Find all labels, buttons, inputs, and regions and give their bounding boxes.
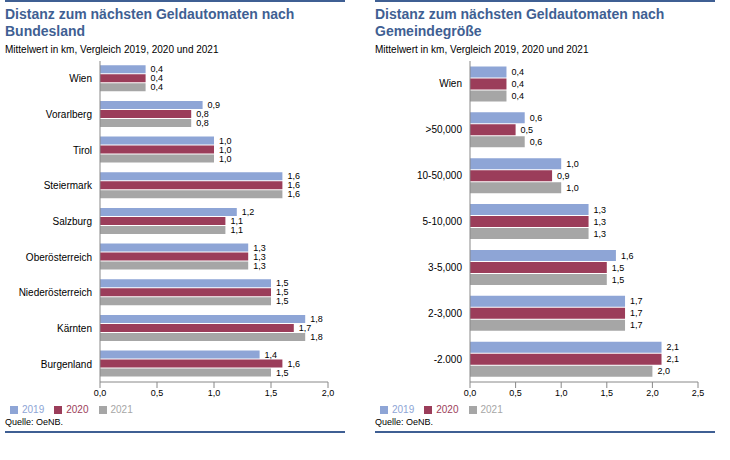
svg-text:Kärnten: Kärnten bbox=[57, 323, 92, 334]
svg-text:0,9: 0,9 bbox=[208, 100, 221, 110]
svg-text:1,0: 1,0 bbox=[555, 388, 568, 398]
html-text:2021: 2021 bbox=[110, 404, 133, 415]
svg-text:1,1: 1,1 bbox=[230, 216, 243, 227]
svg-text:10-50,000: 10-50,000 bbox=[417, 170, 462, 181]
svg-text:2,0: 2,0 bbox=[657, 366, 670, 376]
svg-text:Oberösterreich: Oberösterreich bbox=[26, 252, 92, 263]
svg-text:1,4: 1,4 bbox=[265, 350, 278, 360]
html-text:2020: 2020 bbox=[436, 404, 459, 415]
svg-text:5-10,000: 5-10,000 bbox=[423, 216, 463, 227]
svg-text:1,8: 1,8 bbox=[310, 314, 323, 324]
html-text:Distanz zum nächsten Geldautom: Distanz zum nächsten Geldautomaten nach … bbox=[375, 6, 665, 39]
html-text:2020: 2020 bbox=[66, 404, 89, 415]
svg-text:Niederösterreich: Niederösterreich bbox=[19, 287, 92, 298]
svg-text:0,8: 0,8 bbox=[196, 118, 209, 128]
svg-text:1,0: 1,0 bbox=[566, 159, 579, 169]
svg-text:1,7: 1,7 bbox=[630, 296, 643, 306]
svg-text:0,5: 0,5 bbox=[151, 388, 164, 398]
svg-text:0,5: 0,5 bbox=[521, 125, 534, 135]
html-text:Quelle: OeNB.: Quelle: OeNB. bbox=[5, 417, 63, 427]
svg-text:3-5,000: 3-5,000 bbox=[428, 262, 462, 273]
svg-text:2-3,000: 2-3,000 bbox=[428, 308, 462, 319]
svg-text:1,6: 1,6 bbox=[287, 180, 300, 191]
svg-text:1,8: 1,8 bbox=[310, 332, 323, 342]
svg-text:>50,000: >50,000 bbox=[426, 124, 463, 135]
svg-text:Steiermark: Steiermark bbox=[44, 180, 93, 191]
svg-text:1,5: 1,5 bbox=[276, 287, 289, 298]
svg-text:1,5: 1,5 bbox=[276, 296, 289, 306]
svg-text:0,8: 0,8 bbox=[196, 109, 209, 120]
svg-text:Wien: Wien bbox=[69, 73, 92, 84]
svg-text:1,3: 1,3 bbox=[253, 251, 266, 262]
svg-text:1,6: 1,6 bbox=[287, 189, 300, 199]
svg-text:1,0: 1,0 bbox=[566, 183, 579, 193]
svg-text:1,0: 1,0 bbox=[219, 144, 232, 155]
svg-text:0,4: 0,4 bbox=[511, 91, 524, 101]
svg-text:1,7: 1,7 bbox=[630, 308, 643, 318]
html-text:Distanz zum nächsten Geldautom: Distanz zum nächsten Geldautomaten nach … bbox=[5, 6, 295, 39]
svg-text:2,1: 2,1 bbox=[667, 342, 680, 352]
svg-text:2,1: 2,1 bbox=[667, 354, 680, 364]
svg-text:Burgenland: Burgenland bbox=[41, 359, 92, 370]
svg-text:1,1: 1,1 bbox=[230, 225, 243, 235]
svg-text:0,4: 0,4 bbox=[150, 64, 164, 75]
svg-text:1,0: 1,0 bbox=[208, 388, 221, 398]
svg-text:2,0: 2,0 bbox=[322, 388, 335, 398]
html-text:Quelle: OeNB.: Quelle: OeNB. bbox=[375, 417, 433, 427]
svg-text:Wien: Wien bbox=[439, 78, 462, 89]
svg-text:Vorarlberg: Vorarlberg bbox=[46, 109, 92, 120]
svg-text:1,5: 1,5 bbox=[612, 263, 625, 273]
svg-text:0,9: 0,9 bbox=[557, 171, 570, 181]
svg-text:1,2: 1,2 bbox=[242, 207, 255, 217]
svg-text:0,5: 0,5 bbox=[509, 388, 522, 398]
svg-text:0,6: 0,6 bbox=[530, 113, 543, 123]
svg-text:1,0: 1,0 bbox=[219, 154, 232, 164]
html-text:2019: 2019 bbox=[22, 404, 45, 415]
svg-text:1,3: 1,3 bbox=[594, 205, 607, 215]
svg-text:1,6: 1,6 bbox=[621, 251, 634, 261]
svg-text:0,4: 0,4 bbox=[511, 79, 524, 89]
svg-text:1,3: 1,3 bbox=[594, 229, 607, 239]
svg-text:1,5: 1,5 bbox=[612, 275, 625, 285]
svg-text:1,6: 1,6 bbox=[287, 171, 300, 182]
svg-text:1,3: 1,3 bbox=[253, 242, 266, 253]
svg-text:0,0: 0,0 bbox=[464, 388, 477, 398]
svg-text:2,5: 2,5 bbox=[692, 388, 705, 398]
svg-text:1,3: 1,3 bbox=[594, 217, 607, 227]
svg-text:0,4: 0,4 bbox=[511, 67, 524, 77]
html-text:2019: 2019 bbox=[392, 404, 415, 415]
svg-text:0,4: 0,4 bbox=[151, 82, 164, 92]
svg-text:0,6: 0,6 bbox=[530, 137, 543, 147]
svg-text:1,5: 1,5 bbox=[601, 388, 614, 398]
svg-text:-2.000: -2.000 bbox=[434, 354, 463, 365]
svg-text:0,0: 0,0 bbox=[94, 388, 107, 398]
html-text:Mittelwert in km, Vergleich 20: Mittelwert in km, Vergleich 2019, 2020 u… bbox=[375, 44, 589, 55]
svg-text:1,3: 1,3 bbox=[253, 261, 266, 271]
svg-text:1,7: 1,7 bbox=[630, 320, 643, 330]
svg-text:1,5: 1,5 bbox=[265, 388, 278, 398]
svg-text:1,5: 1,5 bbox=[276, 278, 289, 289]
svg-text:1,7: 1,7 bbox=[298, 323, 312, 334]
svg-text:1,0: 1,0 bbox=[219, 135, 232, 146]
svg-text:1,5: 1,5 bbox=[276, 368, 289, 378]
svg-text:Salzburg: Salzburg bbox=[53, 216, 92, 227]
html-text:2021: 2021 bbox=[480, 404, 503, 415]
svg-text:0,4: 0,4 bbox=[150, 73, 164, 84]
svg-text:Tirol: Tirol bbox=[73, 145, 92, 156]
svg-text:1,6: 1,6 bbox=[287, 359, 300, 369]
html-text:Mittelwert in km, Vergleich 20: Mittelwert in km, Vergleich 2019, 2020 u… bbox=[5, 44, 219, 55]
svg-text:2,0: 2,0 bbox=[646, 388, 659, 398]
